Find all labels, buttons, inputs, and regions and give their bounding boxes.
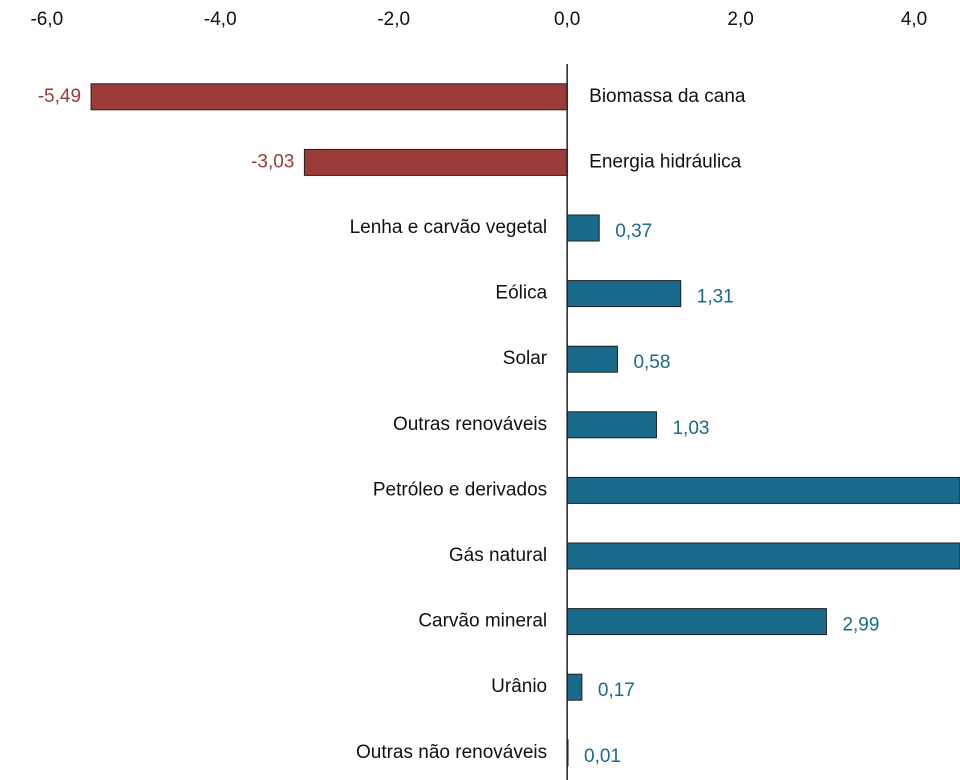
- bar: [566, 280, 682, 308]
- category-label: Petróleo e derivados: [373, 479, 547, 500]
- bar: [566, 345, 618, 373]
- category-label: Eólica: [495, 283, 547, 304]
- bar: [90, 83, 568, 111]
- x-tick-label: -2,0: [377, 9, 410, 30]
- category-label: Solar: [503, 348, 548, 369]
- bar: [566, 214, 600, 242]
- value-label: 0,37: [615, 221, 652, 242]
- value-label: 0,58: [633, 352, 670, 373]
- category-label: Energia hidráulica: [589, 151, 742, 172]
- bar: [566, 411, 657, 439]
- bar: [566, 673, 583, 701]
- category-label: Outras renováveis: [393, 414, 547, 435]
- value-label: -3,03: [251, 151, 294, 172]
- bar: [566, 476, 960, 504]
- x-tick-label: -4,0: [204, 9, 237, 30]
- bar: [566, 542, 960, 570]
- value-label: 1,03: [672, 418, 709, 439]
- value-label: 0,17: [598, 680, 635, 701]
- x-tick-label: -6,0: [30, 9, 63, 30]
- value-label: 1,31: [697, 287, 734, 308]
- category-label: Outras não renováveis: [356, 742, 547, 763]
- x-tick-label: 4,0: [901, 9, 927, 30]
- category-label: Carvão mineral: [418, 611, 547, 632]
- category-label: Biomassa da cana: [589, 86, 746, 107]
- x-tick-label: 0,0: [554, 9, 580, 30]
- category-label: Lenha e carvão vegetal: [350, 217, 548, 238]
- x-tick-label: 2,0: [727, 9, 753, 30]
- category-label: Gás natural: [449, 545, 547, 566]
- value-label: -5,49: [38, 86, 81, 107]
- value-label: 0,01: [584, 746, 621, 767]
- category-label: Urânio: [491, 676, 547, 697]
- bar: [566, 608, 827, 636]
- value-label: 2,99: [842, 615, 879, 636]
- bar: [303, 148, 568, 176]
